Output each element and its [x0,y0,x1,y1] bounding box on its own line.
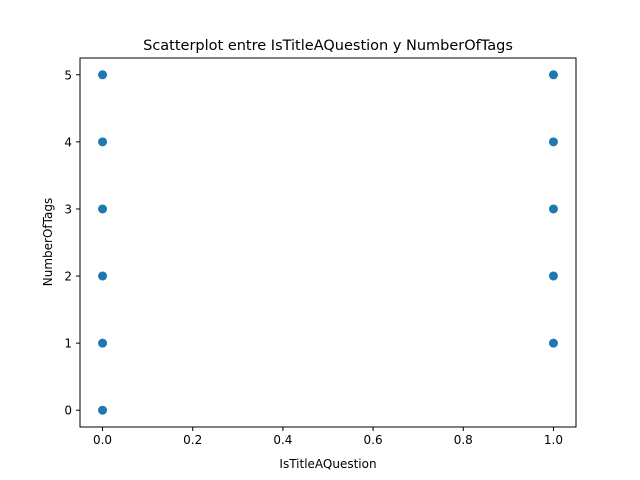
x-tick-label: 0.4 [273,433,292,447]
data-points [98,70,558,415]
scatter-point [98,271,108,281]
chart-title: Scatterplot entre IsTitleAQuestion y Num… [143,38,513,54]
plot-frame [79,57,577,428]
scatter-point [548,204,558,214]
x-axis-ticks: 0.0 0.2 0.4 0.6 0.8 1.0 [93,427,563,447]
y-tick-label: 0 [64,404,72,418]
x-axis-label: IsTitleAQuestion [279,457,376,471]
y-tick-label: 4 [64,135,72,149]
y-tick-label: 1 [64,337,72,351]
scatter-point [98,70,108,80]
scatter-point [98,338,108,348]
scatter-point [548,271,558,281]
y-axis-label: NumberOfTags [41,198,55,286]
scatter-point [548,137,558,147]
y-tick-label: 3 [64,202,72,216]
x-tick-label: 0.0 [93,433,112,447]
x-tick-label: 0.2 [183,433,202,447]
scatter-point [98,137,108,147]
scatter-point [548,338,558,348]
scatter-point [548,70,558,80]
y-tick-label: 5 [64,68,72,82]
y-axis-ticks: 0 1 2 3 4 5 [64,68,80,418]
scatter-point [98,204,108,214]
x-tick-label: 0.8 [454,433,473,447]
x-tick-label: 0.6 [364,433,383,447]
x-tick-label: 1.0 [544,433,563,447]
scatter-point [98,405,108,415]
y-tick-label: 2 [64,270,72,284]
